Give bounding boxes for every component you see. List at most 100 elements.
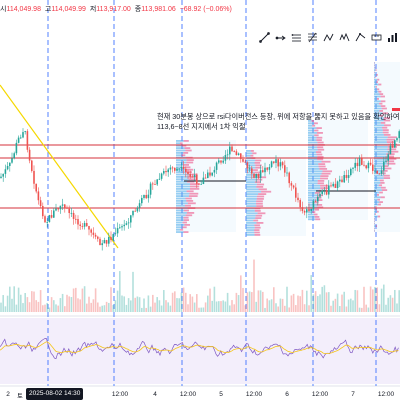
candle-body [304,211,306,212]
candle-body [183,167,185,169]
volume-bar [49,308,51,312]
ruler-icon[interactable] [370,31,382,43]
candle-body [176,169,178,171]
candle-body [315,201,317,202]
indicator-icon[interactable] [386,31,398,43]
candle-body [170,168,172,170]
time-label: 12:00 [112,391,128,398]
volume-profile-bar [315,218,320,220]
candle-body [205,178,207,179]
volume-profile-bar [176,140,184,142]
volume-profile-bar [176,178,189,180]
candle-body [121,226,123,227]
projection-icon[interactable] [354,31,366,43]
volume-profile-bar [382,170,387,172]
volume-bar [185,293,187,312]
trend-line-icon[interactable] [258,31,270,43]
volume-bar [40,290,42,312]
volume-profile-bar [246,150,251,152]
volume-bar [11,299,13,312]
volume-bar [302,290,304,312]
volume-profile-bar [176,147,185,149]
candle-body [62,204,64,205]
volume-profile-bar [383,132,389,134]
volume-profile-bar [251,150,254,152]
volume-bar [79,299,81,312]
volume-bar [62,294,64,312]
volume-profile-bar [176,217,184,219]
volume-bar [64,306,66,312]
volume-profile-bar [176,190,187,192]
candle-body [128,222,130,223]
volume-bar [7,296,9,312]
volume-profile-bar [256,205,263,207]
volume-profile-bar [308,214,314,216]
candle-body [29,150,31,161]
candle-body [150,184,152,195]
volume-profile-bar [246,181,255,183]
candle-body [130,215,132,222]
volume-profile-bar [374,141,387,143]
long-position-icon[interactable] [290,31,302,43]
volume-profile-bar [376,74,377,76]
chart-annotation[interactable]: 현재 30분봉 상으로 rsi다이버전스 등장, 위에 저항을 뚫지 못하고 있… [157,112,400,131]
volume-bar [13,286,15,312]
volume-profile-bar [308,142,317,144]
volume-bar [227,293,229,312]
volume-profile-bar [380,180,384,182]
volume-bar [93,299,95,312]
volume-bar [18,288,20,312]
volume-profile-bar [246,222,256,224]
volume-bar [9,287,11,312]
volume-profile-bar [379,93,383,95]
volume-profile-bar [374,64,375,66]
volume-bar [183,288,185,312]
volume-bar [126,305,128,312]
trend-line[interactable] [0,85,118,248]
volume-bar [200,308,202,312]
volume-bar [288,307,290,312]
candle-body [273,161,275,163]
volume-bar [273,287,275,312]
volume-profile-bar [186,214,192,216]
candle-body [280,162,282,166]
volume-profile-bar [319,166,326,168]
volume-profile-bar [374,98,377,100]
volume-bar [161,306,163,312]
pattern-icon[interactable] [322,31,334,43]
candle-body [354,163,356,168]
volume-profile-bar [176,154,182,156]
candle-body [244,162,246,163]
arrow-icon[interactable] [274,31,286,43]
volume-profile-bar [256,200,263,202]
volume-bar [198,308,200,312]
volume-profile-bar [246,160,255,162]
volume-profile-bar [376,69,377,71]
volume-profile-bar [374,199,378,201]
volume-profile-bar [176,142,180,144]
volume-profile-bar [246,232,254,234]
volume-bar [95,288,97,312]
close-value: 113,981.06 [141,6,176,13]
volume-profile-bar [375,76,376,78]
volume-profile-bar [374,194,377,196]
volume-bar [286,287,288,312]
fib-retracement-icon[interactable] [306,31,318,43]
volume-profile-bar [374,96,381,98]
elliott-wave-icon[interactable] [338,31,350,43]
volume-bar [205,302,207,312]
candle-body [145,195,147,198]
volume-profile-bar [316,197,321,199]
candle-body [108,237,110,244]
volume-profile-bar [246,224,254,226]
candle-body [343,175,345,182]
volume-bar [394,290,396,312]
candle-body [381,171,383,174]
candle-body [156,179,158,184]
volume-bar [284,306,286,312]
candle-body [16,143,18,153]
candle-body [341,180,343,183]
volume-bar [229,305,231,312]
